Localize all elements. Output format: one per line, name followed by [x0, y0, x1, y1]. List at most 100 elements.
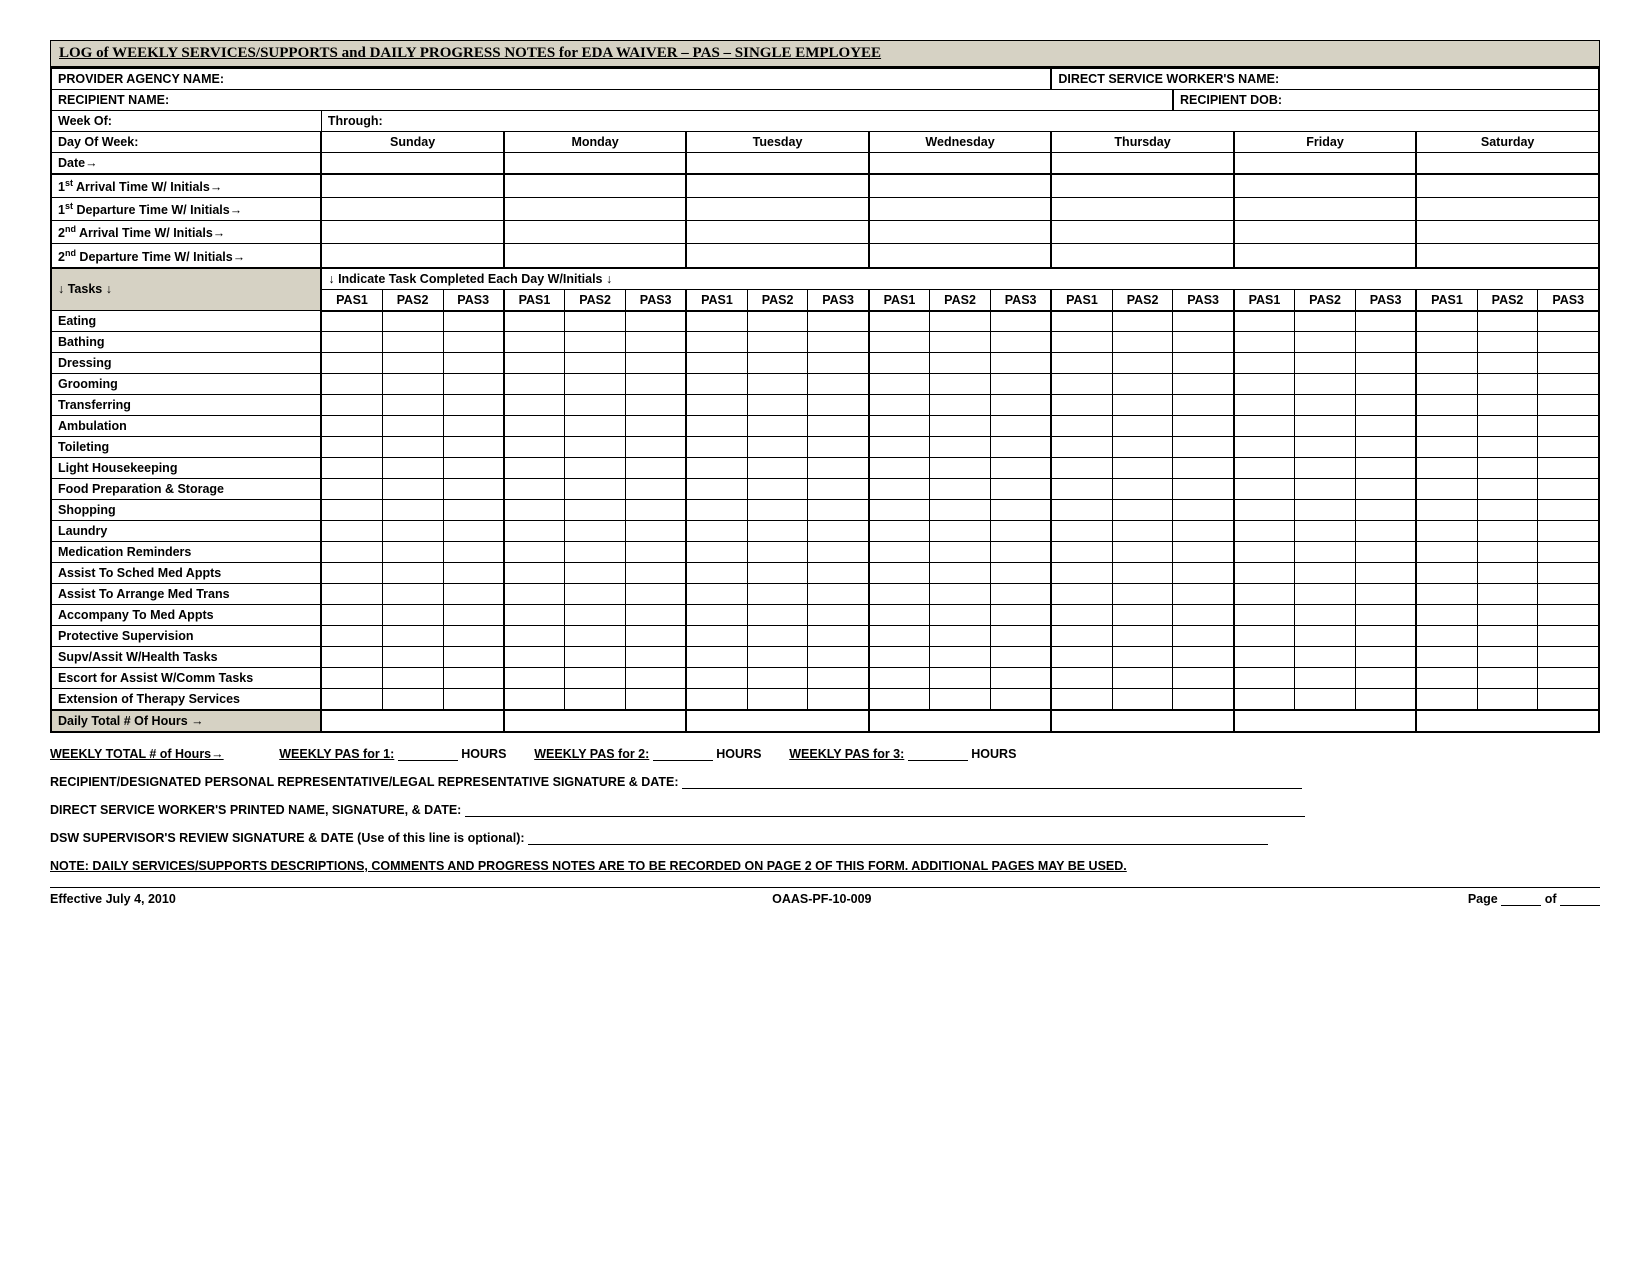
task-cell[interactable]	[1355, 626, 1416, 647]
task-cell[interactable]	[930, 563, 991, 584]
task-cell[interactable]	[1234, 332, 1295, 353]
through-label[interactable]: Through:	[321, 111, 1599, 132]
task-cell[interactable]	[1051, 479, 1112, 500]
task-cell[interactable]	[1234, 563, 1295, 584]
task-cell[interactable]	[625, 332, 686, 353]
task-cell[interactable]	[1173, 605, 1234, 626]
task-cell[interactable]	[747, 563, 808, 584]
task-cell[interactable]	[1051, 542, 1112, 563]
task-cell[interactable]	[930, 668, 991, 689]
task-cell[interactable]	[747, 689, 808, 711]
task-cell[interactable]	[1477, 374, 1538, 395]
task-cell[interactable]	[565, 647, 626, 668]
task-cell[interactable]	[747, 521, 808, 542]
time-cell[interactable]	[1051, 221, 1233, 244]
task-cell[interactable]	[443, 668, 504, 689]
task-cell[interactable]	[930, 437, 991, 458]
task-cell[interactable]	[443, 584, 504, 605]
task-cell[interactable]	[443, 311, 504, 332]
task-cell[interactable]	[1355, 500, 1416, 521]
task-cell[interactable]	[869, 416, 930, 437]
task-cell[interactable]	[1173, 521, 1234, 542]
task-cell[interactable]	[382, 416, 443, 437]
task-cell[interactable]	[382, 458, 443, 479]
task-cell[interactable]	[1173, 626, 1234, 647]
time-cell[interactable]	[321, 244, 503, 268]
time-cell[interactable]	[1416, 174, 1599, 198]
task-cell[interactable]	[990, 437, 1051, 458]
task-cell[interactable]	[1355, 647, 1416, 668]
task-cell[interactable]	[1234, 479, 1295, 500]
task-cell[interactable]	[1416, 374, 1477, 395]
task-cell[interactable]	[1416, 521, 1477, 542]
task-cell[interactable]	[625, 395, 686, 416]
task-cell[interactable]	[1234, 458, 1295, 479]
task-cell[interactable]	[686, 458, 747, 479]
task-cell[interactable]	[1234, 605, 1295, 626]
task-cell[interactable]	[1234, 353, 1295, 374]
task-cell[interactable]	[1173, 458, 1234, 479]
task-cell[interactable]	[869, 605, 930, 626]
task-cell[interactable]	[686, 395, 747, 416]
task-cell[interactable]	[1477, 605, 1538, 626]
task-cell[interactable]	[990, 353, 1051, 374]
task-cell[interactable]	[1173, 353, 1234, 374]
task-cell[interactable]	[443, 416, 504, 437]
task-cell[interactable]	[565, 584, 626, 605]
task-cell[interactable]	[930, 500, 991, 521]
task-cell[interactable]	[1355, 311, 1416, 332]
task-cell[interactable]	[1051, 647, 1112, 668]
task-cell[interactable]	[504, 626, 565, 647]
time-cell[interactable]	[321, 221, 503, 244]
task-cell[interactable]	[1416, 311, 1477, 332]
task-cell[interactable]	[990, 521, 1051, 542]
task-cell[interactable]	[747, 668, 808, 689]
task-cell[interactable]	[443, 605, 504, 626]
daily-total-cell[interactable]	[686, 710, 868, 732]
task-cell[interactable]	[1051, 437, 1112, 458]
task-cell[interactable]	[1112, 353, 1173, 374]
task-cell[interactable]	[1538, 521, 1599, 542]
task-cell[interactable]	[443, 437, 504, 458]
task-cell[interactable]	[625, 626, 686, 647]
task-cell[interactable]	[382, 521, 443, 542]
task-cell[interactable]	[869, 332, 930, 353]
task-cell[interactable]	[565, 416, 626, 437]
task-cell[interactable]	[321, 521, 382, 542]
task-cell[interactable]	[1477, 458, 1538, 479]
task-cell[interactable]	[1538, 500, 1599, 521]
task-cell[interactable]	[747, 500, 808, 521]
task-cell[interactable]	[321, 500, 382, 521]
task-cell[interactable]	[747, 479, 808, 500]
task-cell[interactable]	[1538, 374, 1599, 395]
task-cell[interactable]	[1416, 395, 1477, 416]
task-cell[interactable]	[990, 542, 1051, 563]
task-cell[interactable]	[1112, 374, 1173, 395]
task-cell[interactable]	[808, 647, 869, 668]
time-cell[interactable]	[1416, 198, 1599, 221]
task-cell[interactable]	[869, 458, 930, 479]
task-cell[interactable]	[1416, 479, 1477, 500]
task-cell[interactable]	[565, 311, 626, 332]
task-cell[interactable]	[686, 311, 747, 332]
task-cell[interactable]	[382, 647, 443, 668]
task-cell[interactable]	[443, 353, 504, 374]
time-cell[interactable]	[504, 174, 686, 198]
task-cell[interactable]	[686, 479, 747, 500]
task-cell[interactable]	[869, 437, 930, 458]
task-cell[interactable]	[1538, 416, 1599, 437]
task-cell[interactable]	[1173, 437, 1234, 458]
task-cell[interactable]	[625, 605, 686, 626]
task-cell[interactable]	[565, 500, 626, 521]
time-cell[interactable]	[686, 198, 868, 221]
task-cell[interactable]	[382, 605, 443, 626]
task-cell[interactable]	[443, 626, 504, 647]
task-cell[interactable]	[1234, 689, 1295, 711]
task-cell[interactable]	[1173, 647, 1234, 668]
task-cell[interactable]	[1477, 584, 1538, 605]
task-cell[interactable]	[808, 458, 869, 479]
task-cell[interactable]	[869, 563, 930, 584]
task-cell[interactable]	[321, 584, 382, 605]
task-cell[interactable]	[504, 521, 565, 542]
task-cell[interactable]	[747, 542, 808, 563]
